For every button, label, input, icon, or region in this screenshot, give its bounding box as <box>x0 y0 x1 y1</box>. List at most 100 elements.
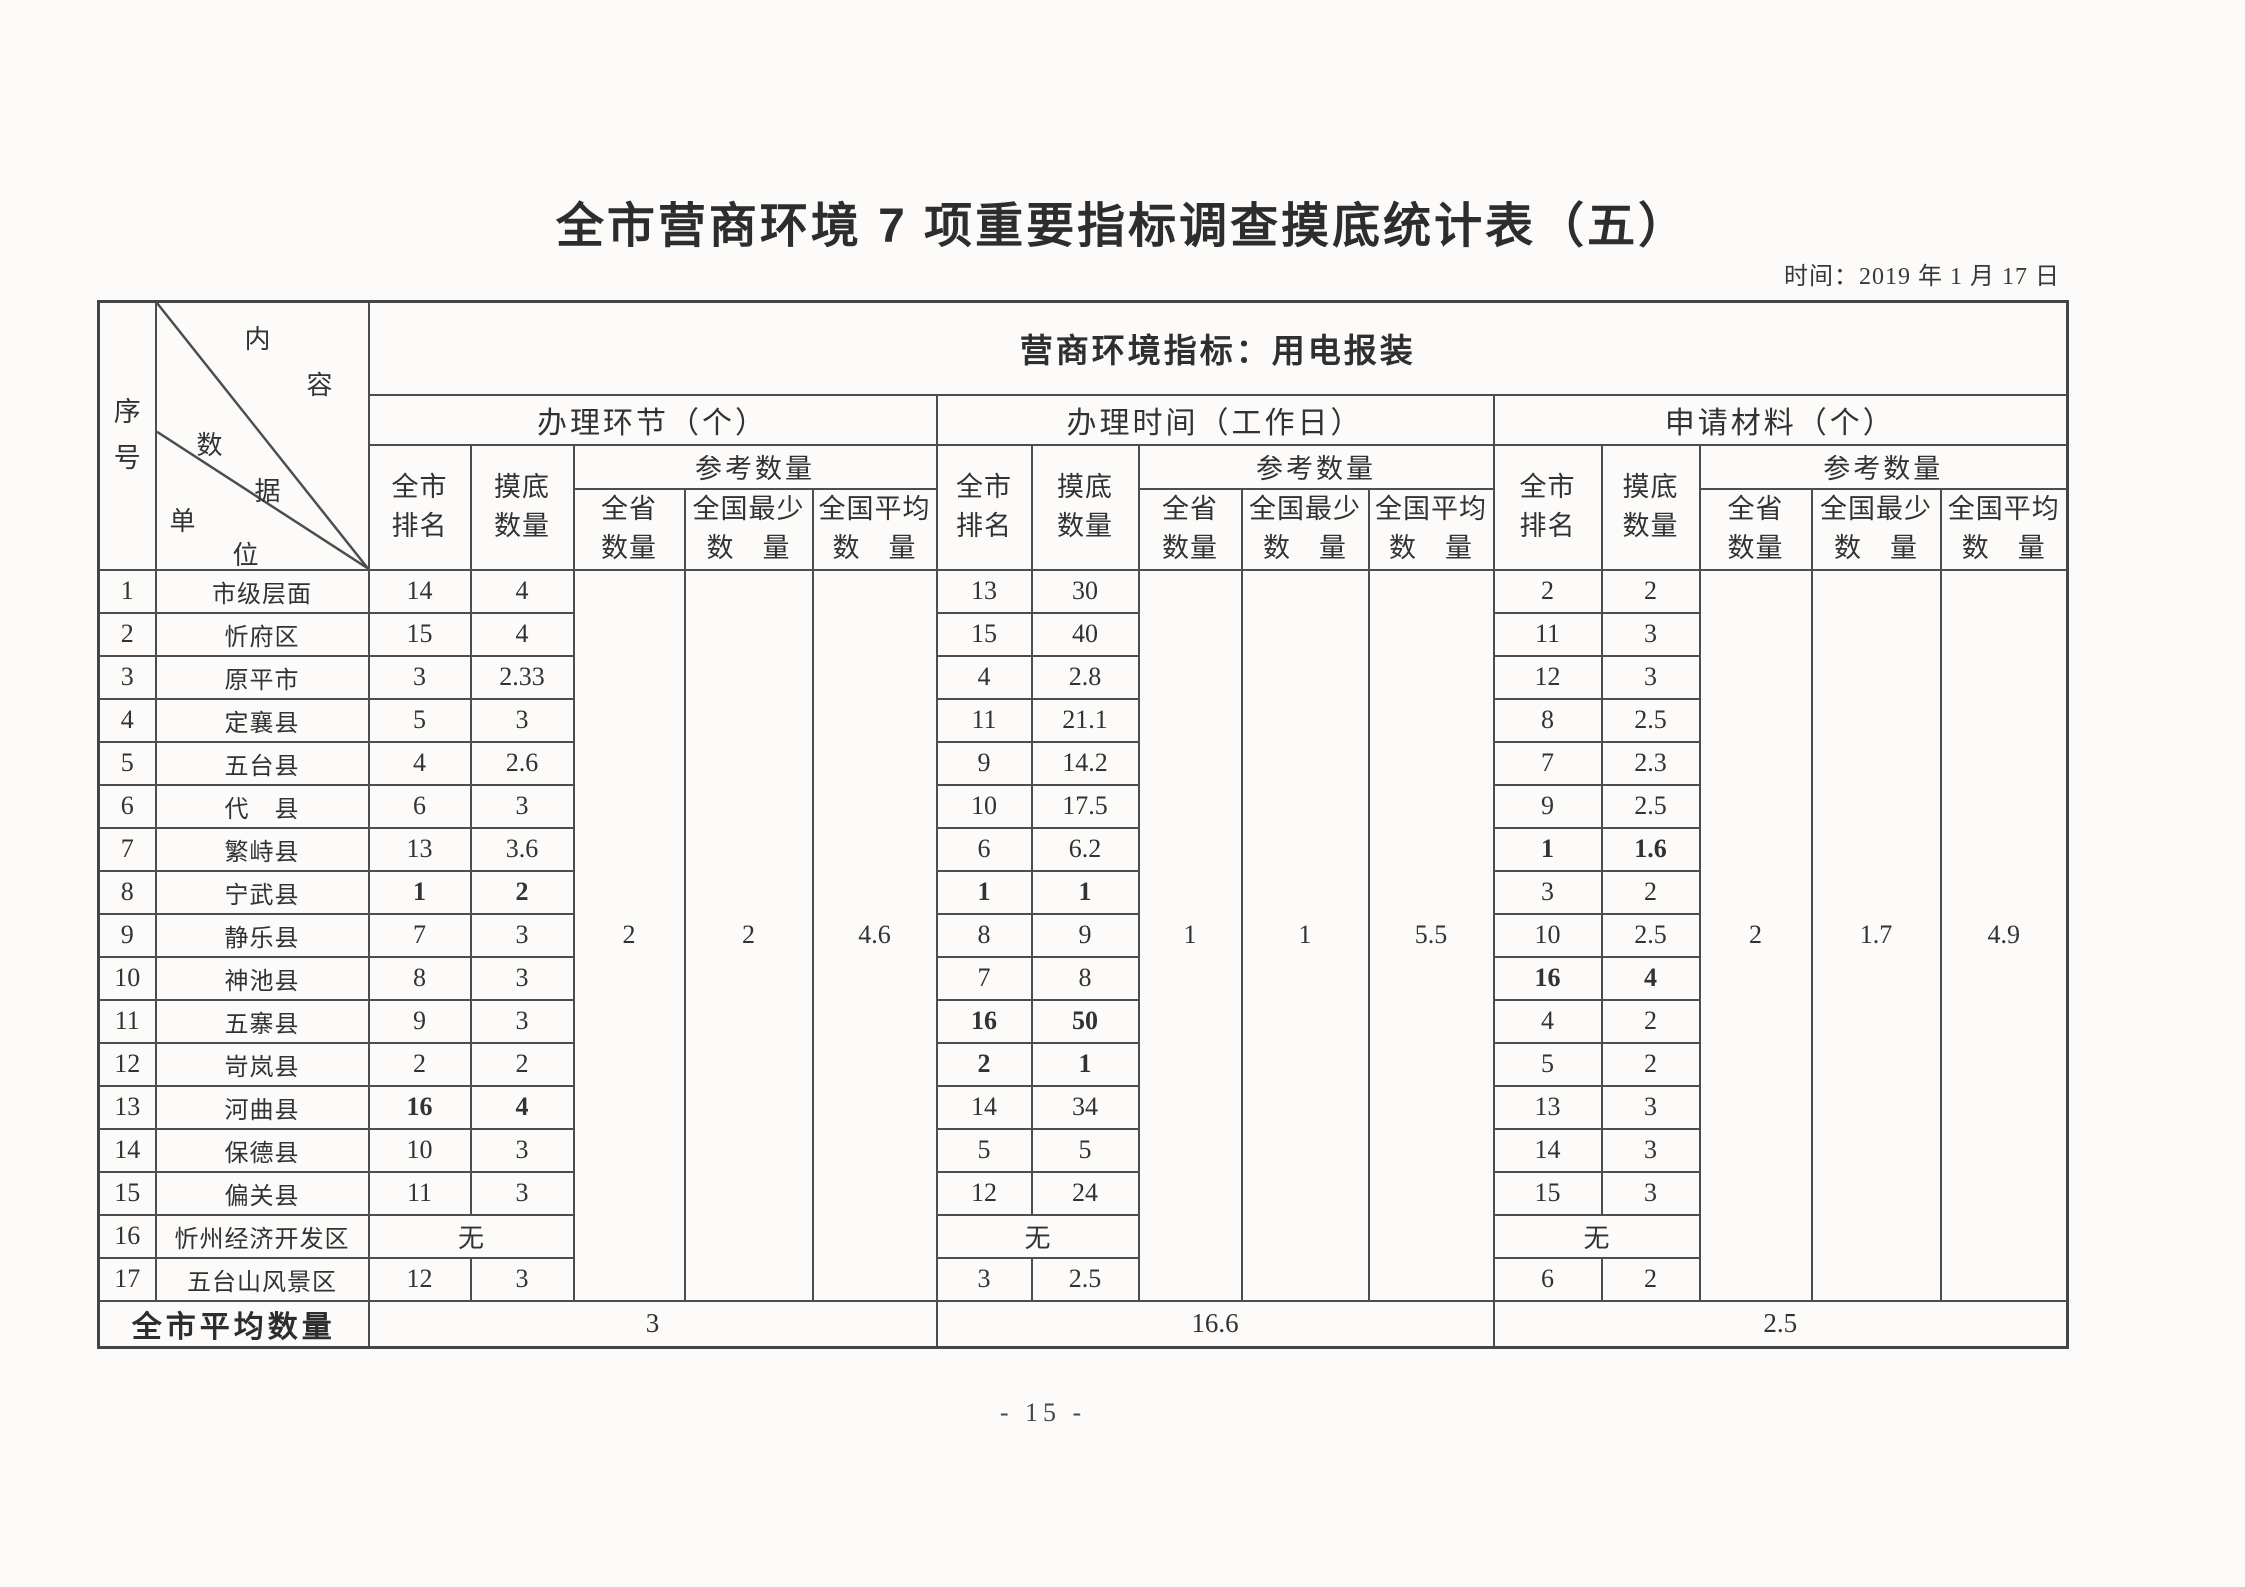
row-value: 7 <box>935 955 1033 1001</box>
row-value: 2.3 <box>1600 740 1701 786</box>
col-header-national-min: 全国最少 数 量 <box>683 487 814 571</box>
row-value: 6 <box>1492 1256 1603 1302</box>
row-value: 17.5 <box>1030 783 1140 829</box>
row-value: 10 <box>1492 912 1603 958</box>
row-value: 2.33 <box>469 654 575 700</box>
section-title-materials: 申请材料（个） <box>1492 393 2069 446</box>
row-seq: 11 <box>97 998 157 1044</box>
page-title: 全市营商环境 7 项重要指标调查摸底统计表（五） <box>555 200 1690 253</box>
col-header-line: 全市 <box>391 471 448 502</box>
table-row: 17 五台山风景区 12 3 3 2.5 6 2 <box>97 1256 2068 1302</box>
col-header-line: 全国平均 <box>1375 493 1487 524</box>
row-value: 13 <box>1492 1084 1603 1130</box>
row-value: 4 <box>1600 955 1701 1001</box>
row-value: 2.5 <box>1600 912 1701 958</box>
row-value: 10 <box>367 1127 472 1173</box>
row-no-data: 无 <box>1492 1213 1701 1259</box>
col-header-line: 全国平均 <box>818 493 931 524</box>
row-value: 21.1 <box>1030 697 1140 743</box>
average-value-steps: 3 <box>367 1299 938 1348</box>
row-value: 7 <box>367 912 472 958</box>
row-name: 河曲县 <box>154 1084 370 1130</box>
row-value: 3 <box>1600 1084 1701 1130</box>
row-value: 3 <box>469 1256 575 1302</box>
row-value: 16 <box>935 998 1033 1044</box>
table-row: 16 忻州经济开发区无无无 <box>97 1213 2068 1259</box>
row-name: 静乐县 <box>154 912 370 958</box>
row-value: 3 <box>1600 1170 1701 1216</box>
row-value: 2.6 <box>469 740 575 786</box>
col-header-line: 摸底 <box>494 471 550 502</box>
row-value: 3 <box>1492 869 1603 915</box>
col-header-line: 全国平均 <box>1947 493 2060 524</box>
row-value: 2 <box>1600 568 1701 614</box>
col-header-province: 全省 数量 <box>1137 487 1243 571</box>
reference-value: 2 <box>683 568 814 1302</box>
row-value: 3 <box>469 912 575 958</box>
average-label: 全市平均数量 <box>97 1299 370 1348</box>
row-value: 4 <box>367 740 472 786</box>
table-row: 12 岢岚县 2 2 2 1 5 2 <box>97 1041 2068 1087</box>
reference-value: 1 <box>1240 568 1370 1302</box>
row-value: 1 <box>1030 869 1140 915</box>
table-row: 7 繁峙县 13 3.6 6 6.2 1 1.6 <box>97 826 2068 872</box>
header-row-indicator: 序号 内 容 数 据 单 位 <box>97 300 2069 571</box>
row-name: 定襄县 <box>154 697 370 743</box>
col-header-line: 数量 <box>1057 511 1113 541</box>
col-header-province: 全省 数量 <box>1698 487 1813 571</box>
row-value: 3 <box>469 783 575 829</box>
row-value: 50 <box>1030 998 1140 1044</box>
reference-value: 4.6 <box>811 568 938 1302</box>
col-header-line: 摸底 <box>1057 471 1113 502</box>
diag-label-unit-1: 单 <box>169 507 196 536</box>
row-value: 3 <box>469 1170 575 1216</box>
row-value: 4 <box>469 568 575 614</box>
col-header-national-avg: 全国平均 数 量 <box>1939 487 2069 571</box>
col-header-national-avg: 全国平均 数 量 <box>1367 487 1495 571</box>
row-seq: 4 <box>97 697 157 743</box>
diag-label-data-1: 数 <box>196 431 223 460</box>
row-value: 4 <box>469 1084 575 1130</box>
row-value: 3.6 <box>469 826 575 872</box>
row-value: 8 <box>1030 955 1140 1001</box>
row-value: 2.5 <box>1600 783 1701 829</box>
row-value: 3 <box>1600 654 1701 700</box>
col-header-rank: 全市 排名 <box>935 443 1033 571</box>
header-row-sections: 办理环节（个） 办理时间（工作日） 申请材料（个） <box>99 393 2069 446</box>
row-value: 5 <box>1492 1041 1603 1087</box>
row-seq: 13 <box>97 1084 157 1130</box>
diagonal-header: 内 容 数 据 单 位 <box>157 303 367 570</box>
row-value: 3 <box>1600 1127 1701 1173</box>
row-seq: 10 <box>97 955 157 1001</box>
row-value: 8 <box>935 912 1033 958</box>
col-header-rank: 全市 排名 <box>1492 443 1603 571</box>
row-value: 6.2 <box>1030 826 1140 872</box>
row-value: 15 <box>935 611 1033 657</box>
row-value: 6 <box>935 826 1033 872</box>
row-value: 2 <box>1600 1256 1701 1302</box>
row-value: 12 <box>935 1170 1033 1216</box>
row-seq: 7 <box>97 826 157 872</box>
col-header-line: 全省 <box>601 493 657 524</box>
row-value: 15 <box>367 611 472 657</box>
diag-label-unit-2: 位 <box>232 541 259 570</box>
diagonal-lines-icon <box>157 303 367 568</box>
row-value: 4 <box>469 611 575 657</box>
table-row: 10 神池县 8 3 7 8 16 4 <box>97 955 2068 1001</box>
row-value: 3 <box>367 654 472 700</box>
row-seq: 17 <box>97 1256 157 1302</box>
table-row: 15 偏关县 11 3 12 24 15 3 <box>97 1170 2068 1216</box>
table-row: 4 定襄县 5 3 11 21.1 8 2.5 <box>97 697 2068 743</box>
reference-value: 5.5 <box>1367 568 1495 1302</box>
reference-header: 参考数量 <box>572 443 938 490</box>
row-value: 9 <box>1492 783 1603 829</box>
average-value-materials: 2.5 <box>1492 1299 2069 1348</box>
row-value: 1 <box>935 869 1033 915</box>
row-value: 16 <box>1492 955 1603 1001</box>
col-header-line: 全市 <box>1519 471 1576 502</box>
row-name: 五寨县 <box>154 998 370 1044</box>
col-header-province: 全省 数量 <box>572 487 686 571</box>
row-value: 14 <box>935 1084 1033 1130</box>
col-header-line: 排名 <box>956 511 1012 541</box>
row-value: 11 <box>367 1170 472 1216</box>
